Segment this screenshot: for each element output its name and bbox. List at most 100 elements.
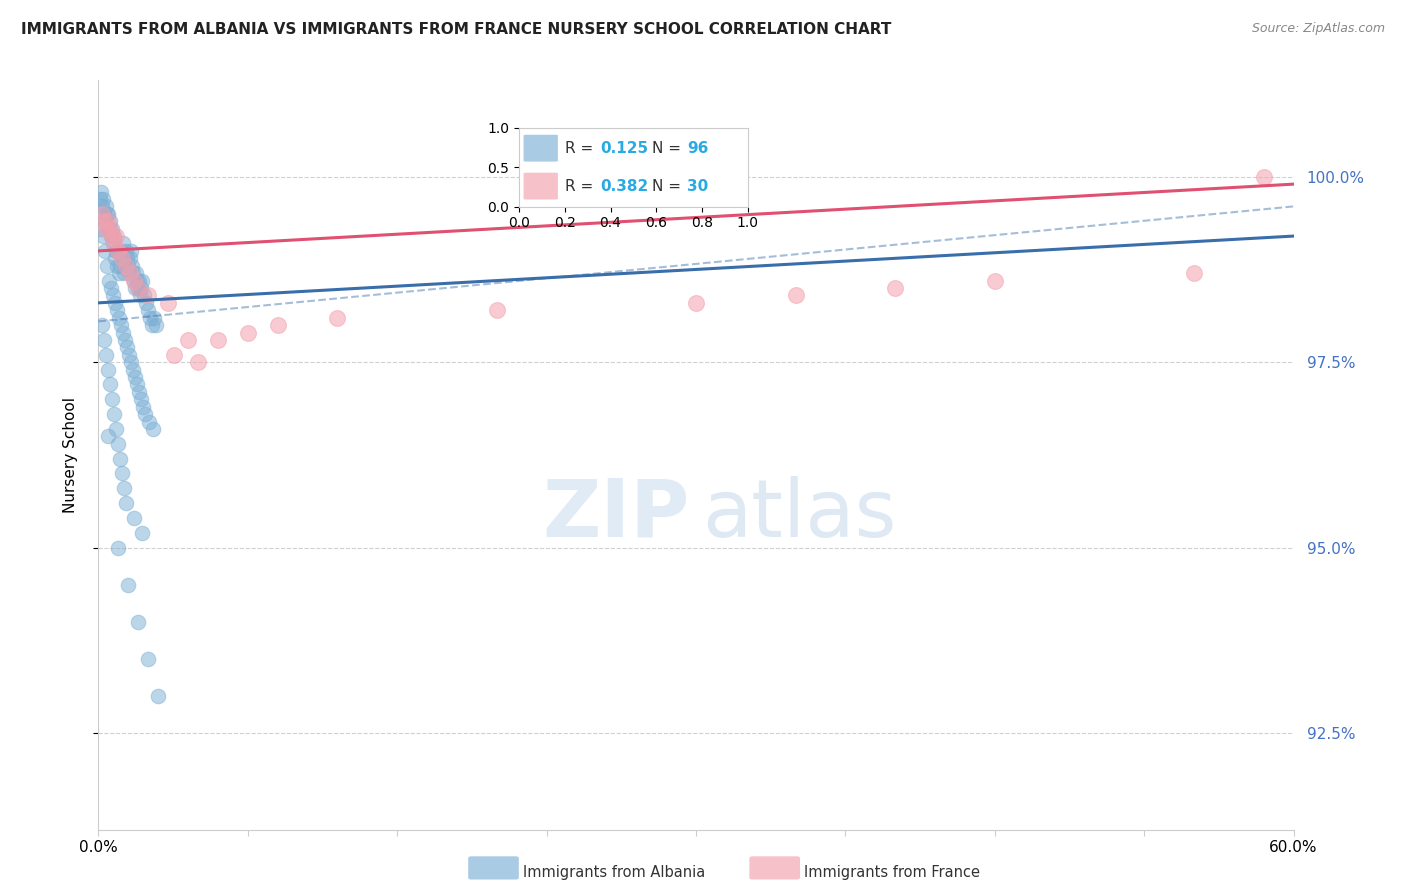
Point	[236, 326, 259, 340]
Point	[112, 481, 135, 495]
Point	[117, 252, 139, 266]
Text: Immigrants from Albania: Immigrants from Albania	[523, 865, 706, 880]
Text: 96: 96	[688, 141, 709, 156]
Point	[114, 259, 136, 273]
Text: R =: R =	[565, 141, 598, 156]
Point	[111, 326, 134, 340]
Text: N =: N =	[652, 178, 686, 194]
Point	[157, 296, 180, 310]
Point	[143, 310, 166, 325]
Point	[120, 244, 142, 258]
Point	[93, 214, 115, 228]
Point	[111, 467, 134, 481]
Point	[93, 207, 115, 221]
Point	[103, 236, 125, 251]
Point	[110, 244, 132, 258]
Point	[127, 615, 149, 629]
Point	[118, 348, 141, 362]
Point	[97, 429, 120, 443]
Point	[98, 214, 122, 228]
Point	[108, 266, 131, 280]
FancyBboxPatch shape	[523, 173, 558, 200]
Point	[103, 407, 125, 421]
Point	[120, 252, 142, 266]
Point	[101, 221, 124, 235]
Point	[128, 274, 150, 288]
Point	[115, 340, 138, 354]
Point	[142, 422, 165, 436]
Point	[163, 348, 186, 362]
Point	[187, 355, 209, 369]
Point	[111, 252, 134, 266]
Point	[1253, 169, 1275, 184]
Point	[785, 288, 807, 302]
Point	[141, 318, 163, 332]
Text: N =: N =	[652, 141, 686, 156]
Y-axis label: Nursery School: Nursery School	[63, 397, 77, 513]
Point	[97, 214, 120, 228]
Point	[177, 333, 200, 347]
Point	[127, 281, 149, 295]
Point	[127, 281, 149, 295]
Point	[91, 199, 114, 213]
Point	[98, 221, 121, 235]
Point	[117, 259, 139, 273]
Point	[124, 274, 146, 288]
Point	[111, 252, 134, 266]
Point	[124, 511, 146, 525]
Point	[105, 229, 128, 244]
Point	[107, 541, 129, 555]
Point	[103, 229, 125, 244]
Point	[124, 370, 146, 384]
Text: Source: ZipAtlas.com: Source: ZipAtlas.com	[1251, 22, 1385, 36]
Text: Immigrants from France: Immigrants from France	[804, 865, 980, 880]
Point	[101, 229, 124, 244]
Point	[131, 525, 153, 540]
Text: 0.382: 0.382	[600, 178, 648, 194]
Point	[97, 207, 120, 221]
Point	[120, 266, 142, 280]
Point	[685, 296, 707, 310]
Point	[267, 318, 290, 332]
Point	[89, 192, 111, 206]
Point	[101, 392, 124, 407]
Point	[103, 236, 125, 251]
Point	[105, 259, 128, 273]
Point	[134, 288, 156, 302]
Text: ZIP: ZIP	[543, 475, 690, 554]
Point	[136, 288, 159, 302]
Point	[125, 266, 148, 280]
Point	[100, 281, 122, 295]
Point	[136, 303, 159, 318]
Point	[91, 207, 114, 221]
Point	[100, 229, 122, 244]
Text: 0.125: 0.125	[600, 141, 648, 156]
Point	[984, 274, 1007, 288]
FancyBboxPatch shape	[523, 135, 558, 161]
Point	[110, 259, 132, 273]
Point	[884, 281, 907, 295]
Point	[107, 244, 129, 258]
Point	[104, 296, 127, 310]
Point	[97, 274, 120, 288]
Point	[93, 192, 115, 206]
Point	[112, 236, 135, 251]
Point	[104, 252, 127, 266]
Point	[91, 318, 114, 332]
Point	[90, 221, 112, 235]
Point	[136, 652, 159, 666]
Point	[128, 384, 150, 399]
Point	[135, 296, 157, 310]
Point	[91, 229, 114, 244]
Text: 30: 30	[688, 178, 709, 194]
Point	[108, 451, 131, 466]
Point	[124, 281, 146, 295]
Point	[93, 333, 115, 347]
Point	[1182, 266, 1205, 280]
Point	[96, 199, 118, 213]
Point	[134, 407, 156, 421]
Point	[98, 221, 122, 235]
Point	[129, 288, 152, 302]
Text: R =: R =	[565, 178, 598, 194]
Point	[94, 244, 117, 258]
